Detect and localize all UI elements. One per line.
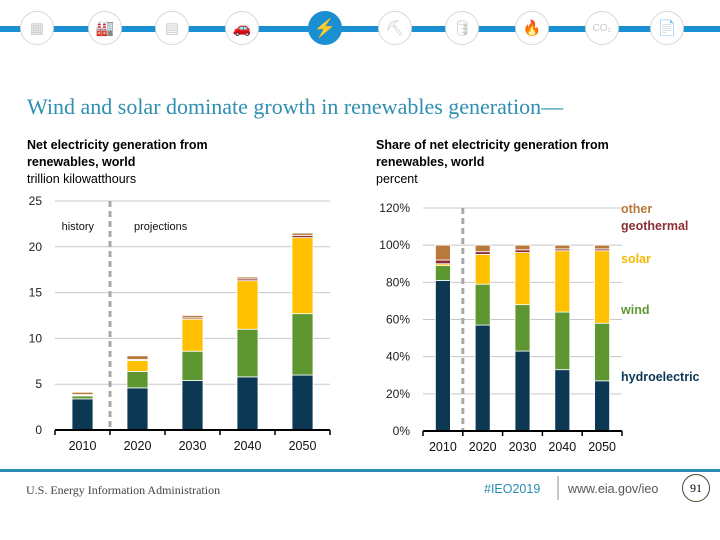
legend-solar: solar — [621, 252, 651, 266]
right-x-tick-label: 2020 — [469, 440, 497, 454]
right-bar-other — [594, 244, 610, 250]
footer-separator — [557, 476, 559, 500]
electricity-icon[interactable]: ⚡ — [308, 11, 342, 45]
left-y-tick-label: 5 — [35, 377, 42, 391]
overview-icon[interactable]: ▦ — [20, 11, 54, 45]
right-y-tick-label: 20% — [386, 387, 410, 401]
right-bar-solar — [474, 254, 491, 285]
right-chart-units: percent — [376, 172, 418, 186]
right-bar-geothermal — [474, 251, 491, 255]
left-y-tick-label: 15 — [29, 286, 43, 300]
agency-name: U.S. Energy Information Administration — [26, 483, 221, 497]
right-bar-wind — [514, 304, 531, 352]
right-y-tick-label: 0% — [393, 424, 411, 438]
footer-divider — [0, 469, 720, 472]
transportation-icon[interactable]: 🚗 — [225, 11, 259, 45]
right-y-tick-label: 100% — [379, 238, 410, 252]
right-bar-solar — [554, 250, 571, 313]
left-bar-other — [181, 315, 204, 319]
right-bar-other — [514, 244, 531, 251]
left-chart-title: Net electricity generation from renewabl… — [27, 138, 208, 169]
petroleum-icon[interactable]: 🛢 — [445, 11, 479, 45]
left-bar-hydroelectric — [181, 380, 204, 431]
right-bar-other — [554, 244, 571, 250]
page-number: 91 — [682, 474, 710, 502]
left-bar-solar — [181, 318, 204, 352]
left-y-tick-label: 10 — [29, 331, 43, 345]
left-x-tick-label: 2020 — [124, 439, 152, 453]
right-y-tick-label: 40% — [386, 350, 410, 364]
right-bar-wind — [594, 322, 610, 382]
right-x-tick-label: 2050 — [588, 440, 616, 454]
right-bar-hydroelectric — [554, 369, 571, 432]
legend-geothermal: geothermal — [621, 219, 688, 233]
right-bar-solar — [594, 250, 610, 324]
left-x-tick-label: 2040 — [234, 439, 262, 453]
left-chart-units: trillion kilowatthours — [27, 172, 137, 186]
left-bar-wind — [126, 370, 149, 389]
right-bar-wind — [554, 311, 571, 371]
left-bar-hydroelectric — [126, 387, 149, 431]
coal-icon[interactable]: ⛏ — [378, 11, 412, 45]
left-bar-wind — [236, 328, 259, 378]
projections-label: projections — [134, 221, 188, 233]
left-bar-solar — [236, 280, 259, 330]
right-bar-hydroelectric — [594, 380, 610, 432]
natural-gas-icon[interactable]: 🔥 — [515, 11, 549, 45]
website-link[interactable]: www.eia.gov/ieo — [568, 482, 659, 496]
left-bar-other — [126, 355, 149, 360]
right-chart-heading: Share of net electricity generation from… — [376, 137, 666, 188]
left-x-tick-label: 2030 — [179, 439, 207, 453]
right-bar-hydroelectric — [514, 350, 531, 432]
legend-hydroelectric: hydroelectric — [621, 370, 700, 384]
document-icon[interactable]: 📄 — [650, 11, 684, 45]
co2-icon[interactable]: CO₂ — [585, 11, 619, 45]
left-bar-other — [71, 391, 94, 395]
right-x-tick-label: 2040 — [548, 440, 576, 454]
legend-wind: wind — [620, 303, 649, 317]
left-x-tick-label: 2050 — [289, 439, 317, 453]
left-bar-hydroelectric — [71, 398, 94, 431]
left-bar-wind — [291, 313, 314, 376]
page-title: Wind and solar dominate growth in renewa… — [27, 94, 564, 119]
left-bar-wind — [181, 350, 204, 381]
left-bar-solar — [126, 359, 149, 372]
right-bar-other — [474, 244, 491, 253]
right-bar-other — [434, 244, 451, 261]
left-y-tick-label: 20 — [29, 240, 43, 254]
left-bar-other — [291, 232, 314, 236]
left-y-tick-label: 25 — [29, 194, 43, 208]
right-y-tick-label: 60% — [386, 313, 410, 327]
left-chart-heading: Net electricity generation from renewabl… — [27, 137, 267, 188]
right-bar-geothermal — [434, 259, 451, 265]
left-bar-hydroelectric — [236, 376, 259, 431]
left-bar-solar — [291, 237, 314, 315]
right-y-tick-label: 80% — [386, 275, 410, 289]
right-x-tick-label: 2010 — [429, 440, 457, 454]
nav-bar — [0, 26, 720, 32]
hashtag-link[interactable]: #IEO2019 — [484, 482, 541, 496]
buildings-icon[interactable]: ▤ — [155, 11, 189, 45]
right-chart-title: Share of net electricity generation from… — [376, 138, 609, 169]
right-bar-solar — [514, 252, 531, 306]
right-bar-hydroelectric — [434, 280, 451, 432]
right-bar-geothermal — [514, 249, 531, 253]
right-bar-wind — [474, 283, 491, 326]
right-y-tick-label: 120% — [379, 201, 410, 215]
right-bar-wind — [434, 265, 451, 281]
left-x-tick-label: 2010 — [69, 439, 97, 453]
right-x-tick-label: 2030 — [509, 440, 537, 454]
right-bar-hydroelectric — [474, 324, 491, 432]
left-bar-hydroelectric — [291, 374, 314, 431]
industrial-icon[interactable]: 🏭 — [88, 11, 122, 45]
left-y-tick-label: 0 — [35, 423, 42, 437]
history-label: history — [62, 221, 95, 233]
left-bar-other — [236, 276, 259, 280]
legend-other: other — [621, 202, 652, 216]
